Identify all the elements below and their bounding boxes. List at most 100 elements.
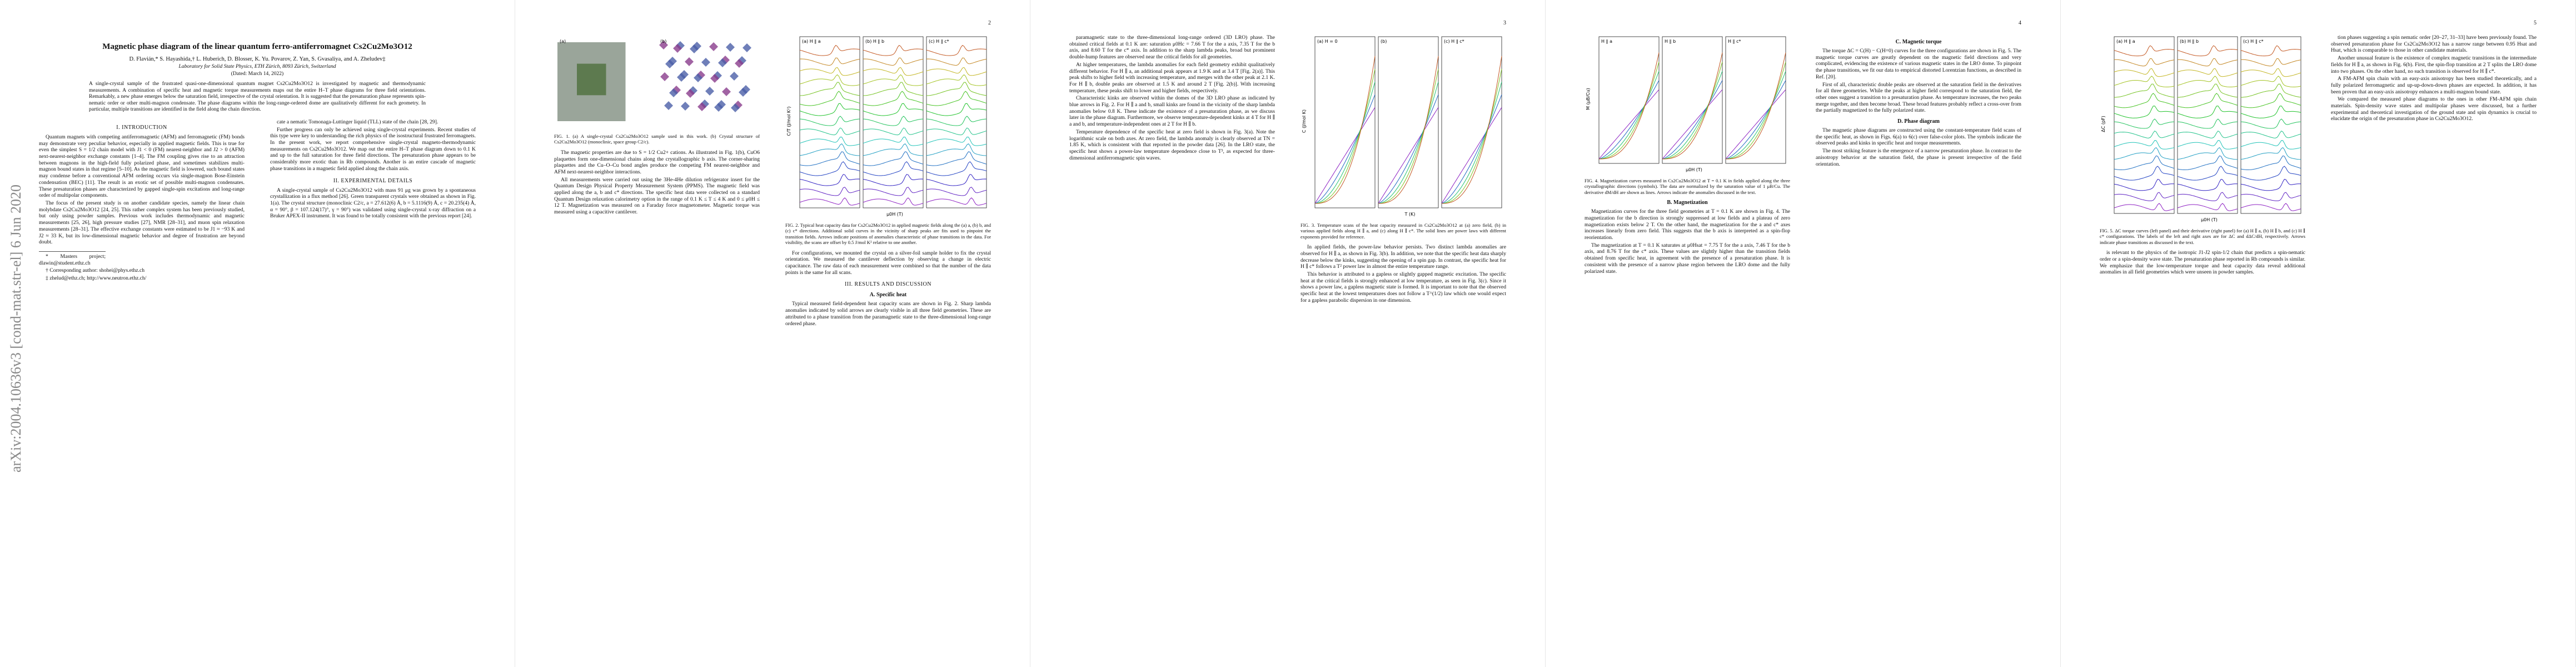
panel-label: (c) H ∥ c* [929,39,949,44]
panel-label: H ∥ b [1665,39,1676,44]
subsection-heading: C. Magnetic torque [1895,39,1942,45]
curve [2114,68,2175,77]
paragraph: is relevant to the physics of the isotro… [2100,250,2305,276]
page-number: 2 [988,20,991,26]
paragraph: A single-crystal sample of Cs2Cu2Mo3O12 … [270,187,476,220]
curve [2114,45,2175,57]
curve [799,151,860,166]
panel-label: (a) H ∥ a [802,39,821,44]
page-number: 3 [1503,20,1506,26]
plaquette [714,103,723,112]
y-axis-label: C (J/mol K) [1302,109,1307,133]
curve [2114,178,2174,191]
subsection-heading: B. Magnetization [1667,200,1708,206]
panel-frame [1598,36,1660,164]
panel-frame [1441,36,1502,208]
curve [2241,83,2301,98]
curve [2177,45,2238,57]
panel-label: (c) H ∥ c* [2243,39,2264,44]
curve [799,187,860,196]
curve [2177,68,2238,77]
curve [1378,107,1439,204]
curve [2177,147,2238,160]
curve [1314,94,1376,204]
panel-label: (b) H ∥ b [2180,39,2199,44]
panel-frame [2177,36,2238,214]
plaquette [694,73,702,82]
plaquette [660,72,669,81]
curve [799,197,860,206]
curve [863,82,924,96]
column: (a) (b) FIG. 1. (a) A single-crystal Cs2Cu… [554,34,760,328]
curve [2240,147,2301,160]
curve [1378,94,1439,204]
curve [2114,155,2175,170]
plaquette [697,102,706,111]
panel-frame [1314,36,1376,208]
plaquette [710,74,719,83]
paragraph: The focus of the present study is on ano… [39,200,245,246]
column: ΔC (pF) μ0H (T) (a) H ∥ a (b) H ∥ b (c) H ∥ … [2100,34,2305,277]
columns: I. INTRODUCTION Quantum magnets with comp… [39,119,476,283]
figure: C/T (J/mol K²) μ0H (T) (a) H ∥ a (b) H ∥ b (… [786,36,987,217]
curve [926,143,987,156]
panel-label: (a) H = 0 [1317,39,1338,44]
curve [799,174,860,186]
plaquette [722,87,731,96]
figure: C (J/mol K) T (K) (a) H = 0 (b) (c) H ∥ c* [1302,36,1502,217]
plaquette [690,44,699,53]
authors: D. Flavián,* S. Hayashida,† L. Huberich,… [129,56,386,62]
curve [1662,52,1723,160]
section-heading: II. EXPERIMENTAL DETAILS [333,177,413,184]
panel-frame [926,36,987,208]
plaquette [739,88,748,97]
plaquette [685,57,694,66]
curve [926,57,987,66]
arxiv-stamp: arXiv:2004.10636v3 [cond-mat.str-el] 6 J… [8,185,24,472]
curve [1598,71,1660,160]
curve [926,174,987,186]
column: paramagnetic state to the three-dimensio… [1069,34,1275,305]
panel-frame [1378,36,1439,208]
columns: ΔC (pF) μ0H (T) (a) H ∥ a (b) H ∥ b (c) H ∥ … [2100,34,2537,277]
curve [799,82,860,96]
curve [799,103,860,116]
figure: ΔC (pF) μ0H (T) (a) H ∥ a (b) H ∥ b (c) H ∥ … [2101,36,2301,222]
affiliation: Laboratory for Solid State Physics, ETH … [178,64,336,69]
panel-frame [863,36,924,208]
plaquette [718,58,727,67]
curve [1314,68,1376,204]
figure-caption: FIG. 3. Temperature scans of the heat ca… [1301,222,1506,240]
column: cate a nematic Tomonaga-Luttinger liquid… [270,119,476,283]
y-axis-label: C/T (J/mol K²) [786,107,791,136]
y-axis-label: M (μB/Cu) [1586,88,1591,110]
curve [2240,178,2301,191]
paragraph: Further progress can only be achieved us… [270,126,476,172]
curve [799,74,860,86]
paragraph: A FM-AFM spin chain with an easy-axis an… [2331,76,2537,95]
curve [1378,81,1439,204]
curve [2177,155,2238,170]
paragraph: Magnetization curves for the three field… [1585,208,1790,241]
paragraph: At higher temperatures, the lambda anoma… [1069,61,1275,94]
curve [2240,166,2301,181]
curve [799,116,860,126]
curve [2114,118,2175,129]
paragraph: The magnetization at T = 0.1 K saturates… [1585,242,1790,275]
curve [2241,58,2301,67]
curve [926,44,987,56]
panel-label: (b) [1381,39,1387,44]
curve [926,91,987,106]
curve [799,143,860,156]
curve [1441,107,1502,204]
figure: (a) (b) [557,39,751,121]
curve [2240,192,2301,201]
curve [799,91,860,106]
curve [1598,89,1660,160]
curve [2177,203,2238,211]
panel-label: (a) H ∥ a [2116,39,2135,44]
paragraph: The magnetic phase diagrams are construc… [1816,127,2021,147]
curve [1726,52,1786,160]
paragraph: The torque ΔC = C(H) − C(H=0) curves for… [1816,48,2021,80]
